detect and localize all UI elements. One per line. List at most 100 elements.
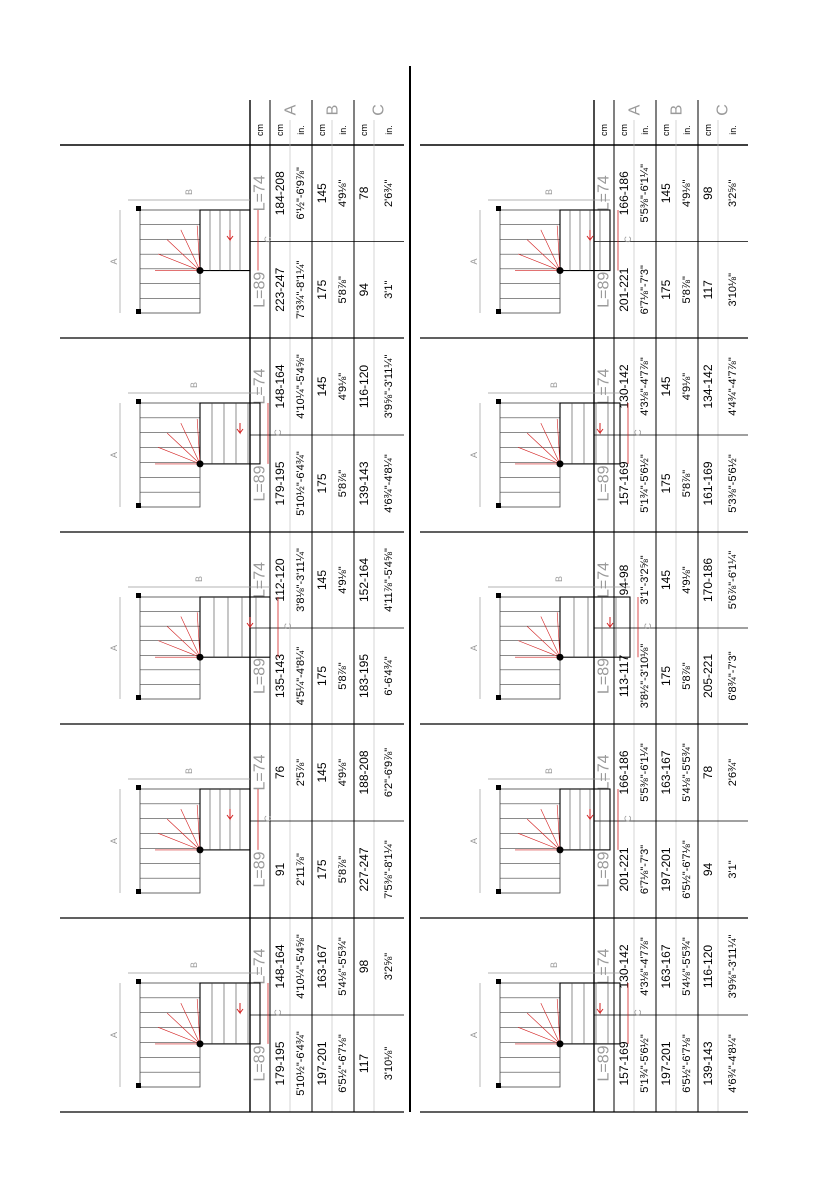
- header-unit-label: cm: [317, 124, 327, 136]
- length-label-74: L=74: [596, 754, 613, 790]
- value-a-cm: 130-142: [617, 944, 631, 988]
- value-a-cm: 157-169: [617, 461, 631, 505]
- value-b-in: 4'9⅛": [337, 566, 349, 594]
- value-b-in: 5'8⅞": [681, 276, 693, 304]
- winder-line: [526, 239, 561, 271]
- value-c-cm: 188-208: [357, 750, 371, 794]
- value-c-cm: 183-195: [357, 654, 371, 698]
- corner-post: [136, 593, 141, 598]
- value-a-in: 4'10¼"-5'4⅝": [295, 934, 307, 999]
- plan-letter-A: A: [109, 258, 119, 264]
- winder-line: [180, 616, 201, 658]
- length-label-89: L=89: [596, 851, 613, 887]
- value-c-in: 3'10⅛": [727, 273, 739, 307]
- winder-line: [518, 833, 561, 851]
- value-c-cm: 116-120: [357, 365, 371, 408]
- winder-line: [540, 229, 561, 271]
- value-a-in: 5'5⅜"-6'1¼": [639, 743, 651, 802]
- length-label-89: L=89: [596, 272, 613, 308]
- plan-letter-B: B: [544, 768, 554, 774]
- value-a-cm: 148-164: [273, 944, 287, 988]
- plan-letter-A: A: [469, 452, 479, 458]
- direction-arrow: [586, 230, 594, 242]
- value-a-cm: 130-142: [617, 364, 631, 408]
- staircase-plan: A B C: [469, 576, 653, 700]
- newel-post: [556, 267, 564, 275]
- value-c-cm: 94: [701, 863, 715, 877]
- value-b-cm: 197-201: [315, 1041, 329, 1085]
- winder-line: [196, 612, 201, 658]
- stair-upper-flight: [559, 596, 631, 658]
- value-c-in: 3'2⅝": [383, 953, 395, 981]
- corner-post: [496, 1083, 501, 1088]
- value-a-cm: 113-117: [617, 655, 631, 698]
- corner-post: [496, 979, 501, 984]
- corner-post: [496, 309, 501, 314]
- value-b-cm: 197-201: [659, 1041, 673, 1085]
- stair-flight: [139, 982, 201, 1088]
- value-a-cm: 179-195: [273, 461, 287, 505]
- winder-line: [556, 998, 561, 1044]
- header-letter-C: C: [371, 104, 388, 116]
- value-b-in: 4'9⅛": [337, 179, 349, 207]
- length-label-74: L=74: [596, 562, 613, 598]
- plan-letter-C: C: [623, 236, 633, 243]
- value-c-in: 6'2"-6'9⅞": [383, 748, 395, 797]
- winder-line: [540, 809, 561, 851]
- length-label-74: L=74: [252, 368, 269, 404]
- winder-line: [158, 253, 201, 271]
- value-b-in: 6'5½"-6'7⅛": [681, 840, 693, 899]
- value-b-in: 6'5½"-6'7⅛": [681, 1034, 693, 1093]
- direction-arrow: [596, 1003, 604, 1015]
- corner-post: [496, 593, 501, 598]
- value-b-cm: 175: [315, 473, 329, 493]
- value-c-in: 3'9⅝"-3'11¼": [727, 935, 739, 999]
- value-a-in: 5'1¾"-5'6½": [639, 1034, 651, 1093]
- winder-line: [158, 1027, 201, 1045]
- value-a-in: 2'5⅞": [295, 759, 307, 787]
- value-b-in: 5'4⅛"-5'5¾": [681, 937, 693, 996]
- value-c-in: 3'1": [383, 281, 395, 299]
- value-c-cm: 152-164: [357, 558, 371, 602]
- corner-post: [136, 889, 141, 894]
- winder-line: [180, 809, 201, 851]
- newel-post: [556, 460, 564, 468]
- length-label-89: L=89: [596, 1045, 613, 1081]
- value-c-in: 3'9⅝"-3'11¼": [383, 355, 395, 419]
- value-b-in: 5'8⅞": [337, 276, 349, 304]
- winder-line: [180, 229, 201, 271]
- value-b-cm: 163-167: [659, 750, 673, 794]
- direction-arrow: [596, 423, 604, 435]
- direction-arrow: [236, 1003, 244, 1015]
- value-c-cm: 78: [357, 186, 371, 200]
- value-c-in: 4'6¾"-4'8¼": [383, 454, 395, 513]
- length-label-89: L=89: [252, 465, 269, 501]
- value-c-cm: 117: [357, 1054, 371, 1073]
- value-c-in: 7'5⅜"-8'1¼": [383, 840, 395, 899]
- plan-letter-A: A: [469, 1032, 479, 1038]
- winder-line: [518, 447, 561, 465]
- winder-line: [556, 804, 561, 850]
- plan-letter-C: C: [633, 429, 643, 436]
- length-label-89: L=89: [596, 658, 613, 694]
- plan-letter-A: A: [109, 645, 119, 651]
- stair-upper-flight: [559, 209, 611, 272]
- winder-line: [166, 818, 201, 851]
- stair-flight: [499, 788, 561, 894]
- header-unit-label: cm: [599, 124, 609, 136]
- value-c-in: 4'6¾"-4'8¼": [727, 1034, 739, 1093]
- corner-post: [136, 979, 141, 984]
- staircase-plan: A B C: [109, 576, 293, 700]
- length-label-74: L=74: [252, 754, 269, 790]
- value-a-cm: 157-169: [617, 1041, 631, 1085]
- stair-upper-flight: [199, 596, 271, 658]
- length-label-74: L=74: [596, 948, 613, 984]
- plan-letter-B: B: [194, 576, 204, 582]
- corner-post: [496, 695, 501, 700]
- value-b-cm: 163-167: [659, 944, 673, 988]
- direction-arrow: [246, 617, 254, 629]
- staircase-plan: A B C: [109, 962, 283, 1088]
- plan-letter-B: B: [549, 962, 559, 968]
- corner-post: [136, 206, 141, 211]
